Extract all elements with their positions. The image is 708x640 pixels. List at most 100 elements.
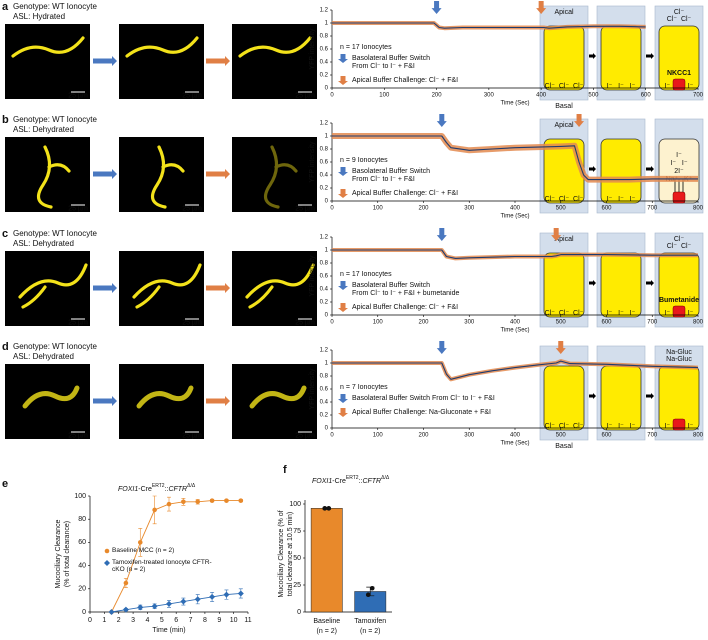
title-part: ERT2: [152, 483, 165, 489]
scale-bar-label: 25 µm: [182, 432, 202, 439]
y-tick-label: 0: [82, 609, 86, 616]
micrograph: [119, 251, 204, 326]
x-tick-label: 100: [379, 93, 390, 99]
cell-shape: [125, 36, 199, 58]
arrow: [338, 408, 348, 417]
arrow: [206, 396, 230, 406]
ion-label: Cl⁻ Cl⁻ Cl⁻: [545, 310, 584, 317]
arrow: [338, 189, 348, 198]
arrow: [589, 53, 596, 59]
title-part: -Cre: [138, 486, 152, 493]
scale-bar-label: 25 µm: [182, 205, 202, 212]
trace-line: [332, 360, 699, 380]
sample-size: n = 7 Ionocytes: [340, 384, 388, 391]
x-tick-label: 200: [418, 433, 429, 439]
x-tick-label: 600: [641, 93, 652, 99]
arrow: [338, 76, 348, 85]
title-part: FOXI1: [118, 486, 138, 493]
arrow: [338, 303, 348, 312]
point: [224, 498, 229, 503]
legend-label: Basolateral Buffer Switch: [352, 282, 430, 289]
point: [180, 598, 187, 605]
point: [194, 596, 201, 603]
x-tick-label: 1: [102, 617, 106, 624]
panel-letter: c: [2, 228, 8, 240]
y-tick-label: 100: [289, 501, 301, 508]
x-tick-label: 700: [647, 433, 658, 439]
y-tick-label: 1: [325, 361, 329, 367]
legend-label-box: Tamoxifen-treated Ionocyte CFTR-cKO (n =…: [112, 559, 212, 573]
title-part: CFTR: [362, 478, 381, 485]
x-tick-label: 800: [693, 206, 704, 212]
arrow: [436, 228, 447, 241]
point: [181, 499, 186, 505]
x-tick-label: 400: [510, 433, 521, 439]
scale-bar-label: 25 µm: [68, 432, 88, 439]
y-tick-label: 0.4: [320, 287, 329, 293]
diagram-label: Apical: [554, 9, 574, 16]
cell-shape: [22, 385, 80, 409]
y-tick-label: 0: [297, 609, 301, 616]
scale-bar-label: 25 µm: [68, 205, 88, 212]
diagram-label: Apical: [554, 122, 574, 129]
arrow: [93, 169, 117, 179]
y-tick-label: 0.2: [320, 413, 329, 419]
x-tick-label: 3: [131, 617, 135, 624]
legend-label: Basolateral Buffer Switch: [352, 55, 430, 62]
cell-shape: [36, 145, 71, 209]
trace-line: [332, 135, 698, 181]
x-tick-label: 8: [203, 617, 207, 624]
ionocyte: [600, 25, 642, 91]
legend-label: Tamoxifen-treated Ionocyte CFTR-cKO (n =…: [112, 559, 212, 573]
legend-label-box: Baseline MCC (n = 2): [112, 547, 174, 554]
y-tick-label: 1: [325, 21, 329, 27]
y-tick-label: 0.6: [320, 274, 329, 280]
cell-shape: [150, 145, 185, 209]
chart-title: FOXI1-CreERT2::CFTRΔ/Δ: [312, 475, 390, 485]
y-tick-label: 1.2: [320, 121, 329, 127]
x-tick-label: (n = 2): [317, 628, 337, 635]
y-tick-label: 0.2: [320, 300, 329, 306]
x-tick-label: Baseline: [313, 618, 340, 625]
point: [152, 507, 157, 513]
arrow: [646, 166, 654, 172]
y-tick-label: 60: [78, 539, 86, 546]
x-tick-label: 200: [418, 206, 429, 212]
point: [209, 498, 215, 503]
ion-label: 2I⁻: [674, 168, 684, 175]
y-tick-label: 25: [293, 582, 301, 589]
diagram-label: Cl⁻ Cl⁻: [667, 243, 692, 250]
y-tick-label: 0.6: [320, 47, 329, 53]
y-tick-label: 0.4: [320, 60, 329, 66]
ion-label: I⁻ I⁻ I⁻: [607, 83, 636, 90]
x-tick-label: 300: [464, 320, 475, 326]
y-tick-label: 0.4: [320, 400, 329, 406]
diagram-label: Na-Gluc: [666, 349, 692, 356]
point: [122, 606, 129, 613]
data-point: [369, 585, 375, 591]
diagram-label: Apical: [554, 236, 574, 243]
micrograph: [232, 364, 317, 439]
point: [108, 609, 115, 615]
x-tick-label: 300: [464, 206, 475, 212]
scale-bar-label: 25 µm: [295, 319, 315, 326]
y-axis-label: total clearance at 10.5 min): [287, 512, 294, 596]
x-tick-label: 0: [330, 433, 334, 439]
y-tick-label: 0.8: [320, 147, 329, 153]
micrograph: [119, 24, 204, 99]
ionocyte: [543, 252, 585, 318]
x-tick-label: 400: [510, 206, 521, 212]
arrow: [646, 280, 654, 286]
chart-title: FOXI1-CreERT2::CFTRΔ/Δ: [118, 483, 196, 493]
y-tick-label: 0.4: [320, 173, 329, 179]
arrow: [589, 166, 596, 172]
legend-marker: [104, 548, 110, 554]
arrow: [93, 396, 117, 406]
x-tick-label: 700: [693, 93, 704, 99]
micrograph: [232, 251, 317, 326]
y-tick-label: 0: [325, 313, 329, 319]
y-tick-label: 20: [78, 586, 86, 593]
point: [166, 600, 172, 607]
point: [195, 499, 201, 505]
y-tick-label: 0.2: [320, 186, 329, 192]
